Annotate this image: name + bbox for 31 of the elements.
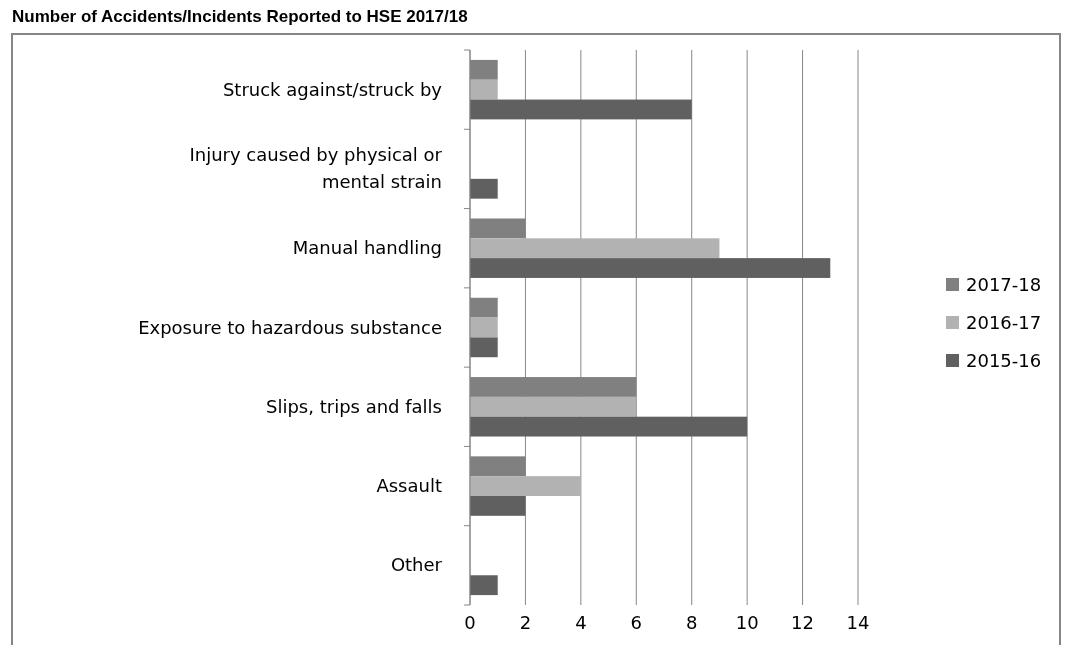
bar [470,337,498,358]
x-tick-label: 2 [519,612,532,633]
y-tick-label: Slips, trips and falls [266,395,442,417]
bar [470,476,581,496]
bar [470,258,831,278]
legend-label: 2016-17 [966,312,1042,333]
x-tick-label: 14 [846,612,870,633]
bar [470,416,748,437]
x-tick-label: 4 [575,612,587,633]
y-tick-label: Other [390,554,443,576]
x-tick-label: 0 [464,612,476,633]
y-tick-label: Assault [376,475,442,497]
bar [470,317,498,338]
y-tick-label: Struck against/struck by [222,78,443,100]
bar [470,178,498,199]
bar [470,495,526,516]
y-tick-label: Manual handling [292,237,442,259]
x-tick-label: 12 [791,612,815,633]
x-tick-label: 10 [735,612,759,633]
y-tick-label: Injury caused by physical or mental strain [189,144,443,193]
bar [470,238,720,259]
bar [470,79,498,100]
text: Number of Accidents/Incidents Reported to HSE 2017/18 [12,7,468,26]
y-tick-label: Exposure to hazardous substance [138,316,442,338]
legend-label: 2017-18 [966,274,1042,295]
bar [470,575,498,596]
x-tick-label: 6 [630,612,643,633]
bar [470,396,637,417]
legend-label: 2015-16 [966,350,1042,371]
x-tick-label: 8 [685,612,698,633]
bar [470,99,692,120]
